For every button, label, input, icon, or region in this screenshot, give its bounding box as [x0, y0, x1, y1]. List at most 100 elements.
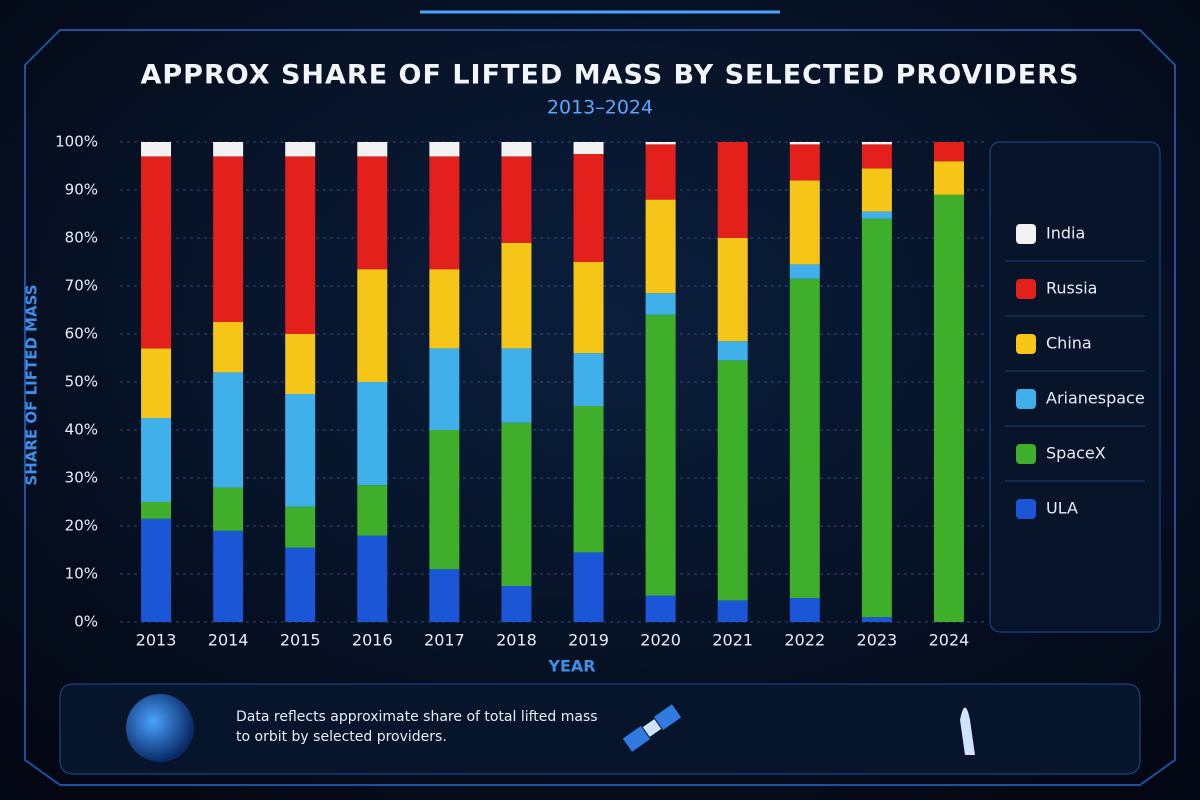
bar-segment — [213, 142, 244, 157]
bar-segment — [429, 142, 460, 157]
x-tick-label: 2018 — [496, 631, 537, 650]
y-tick-label: 80% — [65, 229, 98, 247]
bar-segment — [861, 168, 892, 212]
bar-segment — [429, 156, 460, 270]
bar-segment — [789, 598, 820, 622]
bar-segment — [141, 418, 172, 502]
y-tick-label: 70% — [65, 277, 98, 295]
bar-segment — [501, 348, 532, 423]
x-tick-label: 2021 — [712, 631, 753, 650]
bar-segment — [717, 341, 748, 361]
globe-icon — [126, 694, 194, 762]
footer-panel — [59, 683, 1141, 775]
y-tick-label: 10% — [65, 565, 98, 583]
bar-segment — [357, 156, 388, 270]
y-tick-label: 100% — [55, 133, 98, 151]
bar-segment — [573, 142, 604, 154]
bar-segment — [357, 269, 388, 382]
y-axis-title: SHARE OF LIFTED MASS — [23, 284, 41, 485]
bar-segment — [213, 156, 244, 322]
x-tick-label: 2019 — [568, 631, 609, 650]
legend-swatch — [1016, 499, 1036, 519]
legend-swatch — [1016, 389, 1036, 409]
bar-segment — [429, 569, 460, 622]
legend-label: China — [1046, 334, 1092, 353]
bar-segment — [285, 334, 316, 394]
x-tick-label: 2023 — [857, 631, 898, 650]
bar-segment — [645, 142, 676, 145]
bar-segment — [285, 156, 316, 334]
bar-segment — [429, 430, 460, 570]
legend-swatch — [1016, 224, 1036, 244]
bar-segment — [501, 156, 532, 243]
bar-segment — [285, 142, 316, 157]
x-tick-label: 2020 — [640, 631, 681, 650]
y-tick-label: 30% — [65, 469, 98, 487]
x-tick-label: 2016 — [352, 631, 393, 650]
bar-segment — [861, 218, 892, 618]
bar-segment — [645, 595, 676, 622]
footer-note: Data reflects approximate share of total… — [236, 709, 598, 725]
bar-segment — [213, 322, 244, 373]
bar-segment — [573, 154, 604, 262]
bar-segment — [717, 360, 748, 601]
bar-segment — [357, 485, 388, 536]
satellite-icon — [622, 704, 682, 752]
legend-panel — [989, 141, 1161, 633]
bar-segment — [861, 142, 892, 145]
legend-label: India — [1046, 224, 1085, 243]
bar-segment — [789, 144, 820, 181]
y-tick-label: 0% — [74, 613, 98, 631]
bar-segment — [573, 353, 604, 406]
bar-segment — [141, 502, 172, 519]
x-tick-label: 2017 — [424, 631, 465, 650]
bar-segment — [717, 600, 748, 622]
x-tick-label: 2014 — [208, 631, 249, 650]
x-tick-label: 2022 — [784, 631, 825, 650]
bar-segment — [285, 394, 316, 507]
bar-segment — [789, 278, 820, 598]
bar-segment — [645, 199, 676, 294]
footer-note: to orbit by selected providers. — [236, 729, 447, 745]
legend-swatch — [1016, 334, 1036, 354]
x-tick-label: 2015 — [280, 631, 321, 650]
bar-segment — [573, 406, 604, 553]
bar-segment — [357, 142, 388, 157]
bar-segment — [429, 269, 460, 349]
bar-segment — [933, 161, 964, 195]
bar-segment — [861, 211, 892, 219]
bar-segment — [141, 518, 172, 622]
bar-segment — [717, 142, 748, 238]
bar-segment — [933, 194, 964, 623]
legend-swatch — [1016, 444, 1036, 464]
bar-segment — [357, 535, 388, 622]
bar-segment — [933, 142, 964, 162]
bar-segment — [213, 530, 244, 622]
bar-segment — [357, 382, 388, 486]
bar-segment — [501, 586, 532, 622]
x-axis-title: YEAR — [547, 657, 595, 676]
bar-segment — [789, 180, 820, 265]
bar-segment — [141, 156, 172, 349]
bar-segment — [285, 547, 316, 622]
rocket-icon — [960, 707, 975, 755]
bar-segment — [645, 293, 676, 315]
bar-segment — [573, 262, 604, 354]
x-tick-label: 2024 — [929, 631, 970, 650]
y-tick-label: 60% — [65, 325, 98, 343]
chart-title: APPROX SHARE OF LIFTED MASS BY SELECTED … — [141, 60, 1080, 91]
legend-swatch — [1016, 279, 1036, 299]
legend-label: SpaceX — [1046, 444, 1106, 463]
y-tick-label: 20% — [65, 517, 98, 535]
bar-segment — [429, 348, 460, 430]
chart-subtitle: 2013–2024 — [547, 97, 653, 119]
bar-segment — [789, 142, 820, 145]
y-tick-label: 40% — [65, 421, 98, 439]
bar-segment — [645, 314, 676, 596]
bar-segment — [213, 372, 244, 488]
legend-label: ULA — [1046, 499, 1078, 518]
bar-segment — [789, 264, 820, 279]
bar-segment — [861, 144, 892, 169]
y-tick-label: 50% — [65, 373, 98, 391]
